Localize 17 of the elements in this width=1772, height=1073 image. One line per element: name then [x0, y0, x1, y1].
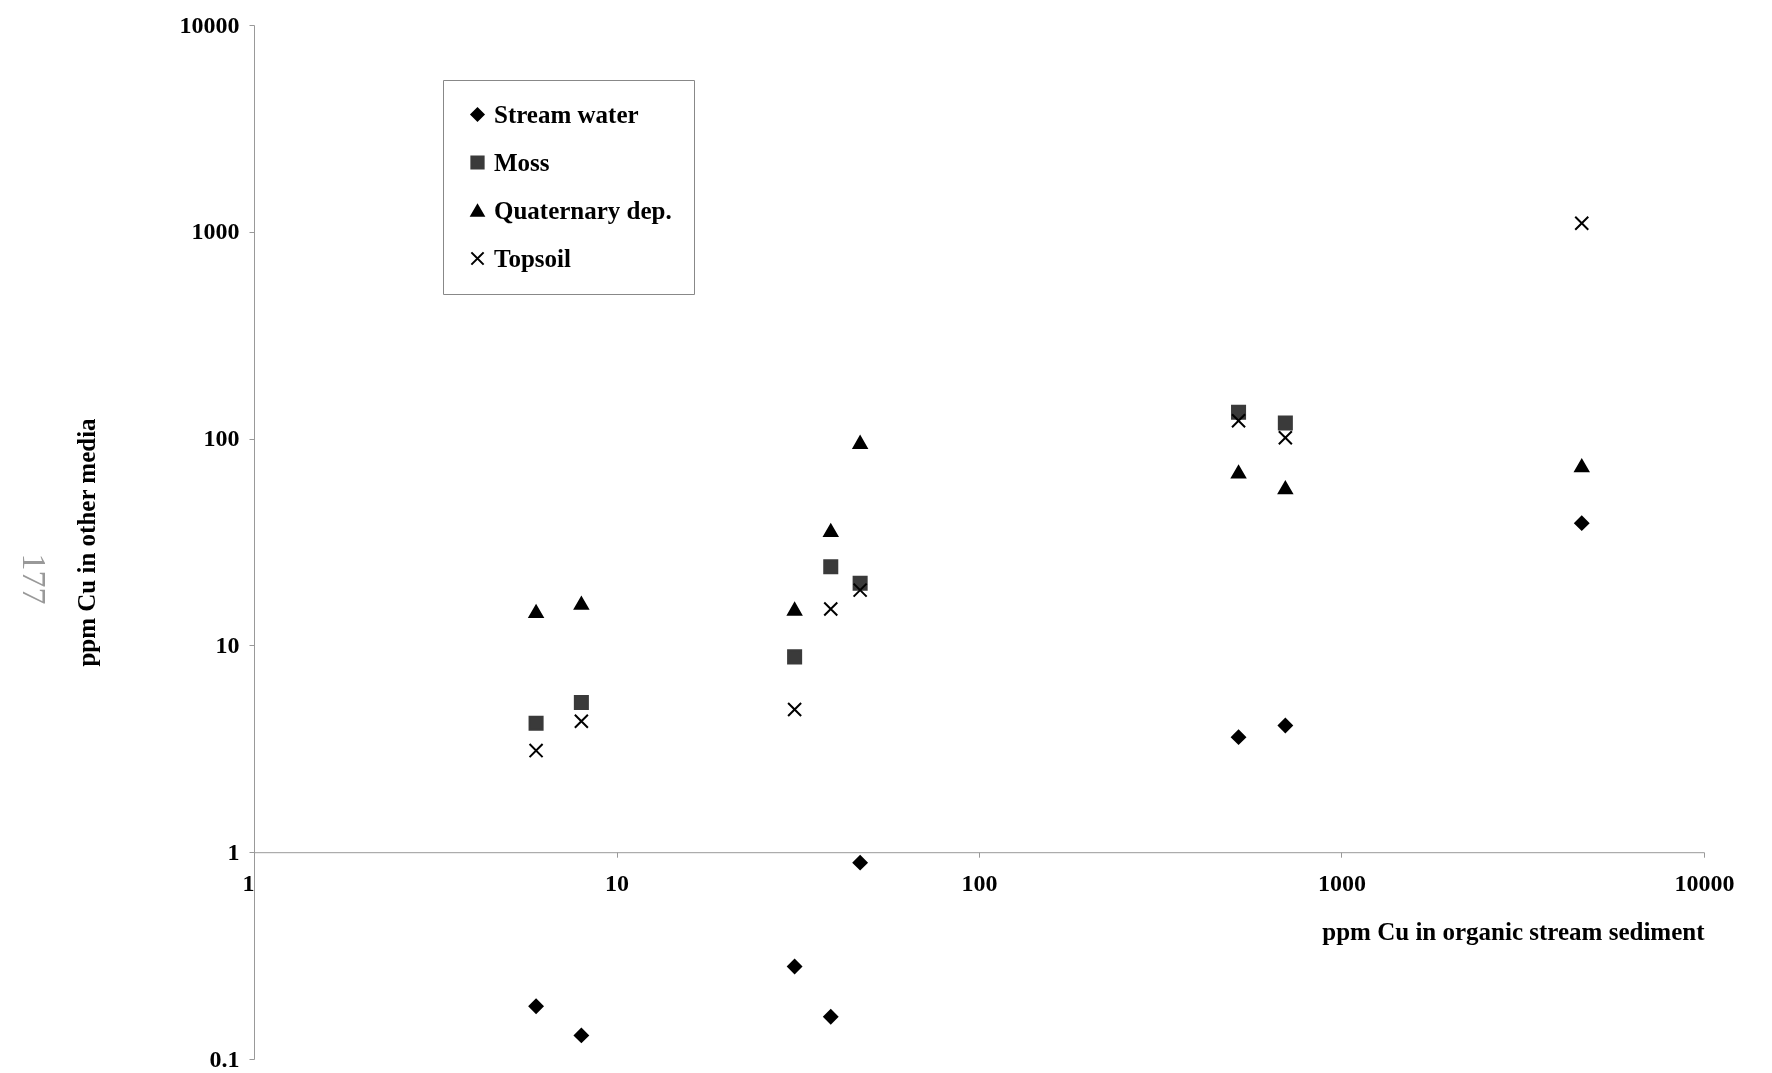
text: 177 — [14, 553, 53, 605]
y-axis-title: ppm Cu in other media — [72, 417, 100, 667]
y-tick-label: 10 — [215, 631, 240, 658]
x-tick-label: 1000 — [1318, 869, 1366, 896]
x-tick-label: 100 — [961, 869, 998, 896]
legend-label: Topsoil — [494, 244, 571, 272]
y-tick-label: 1000 — [191, 218, 240, 245]
y-tick-label: 100 — [203, 425, 240, 452]
x-axis-title: ppm Cu in organic stream sediment — [1322, 917, 1706, 945]
legend-label: Moss — [494, 148, 550, 176]
legend-label: Stream water — [494, 100, 639, 128]
y-tick-label: 10000 — [179, 11, 240, 38]
y-tick-label: 0.1 — [209, 1045, 240, 1072]
x-tick-label: 10000 — [1674, 869, 1735, 896]
x-tick-label: 10 — [605, 869, 629, 896]
legend-label: Quaternary dep. — [494, 196, 672, 224]
y-tick-label: 1 — [227, 838, 240, 865]
